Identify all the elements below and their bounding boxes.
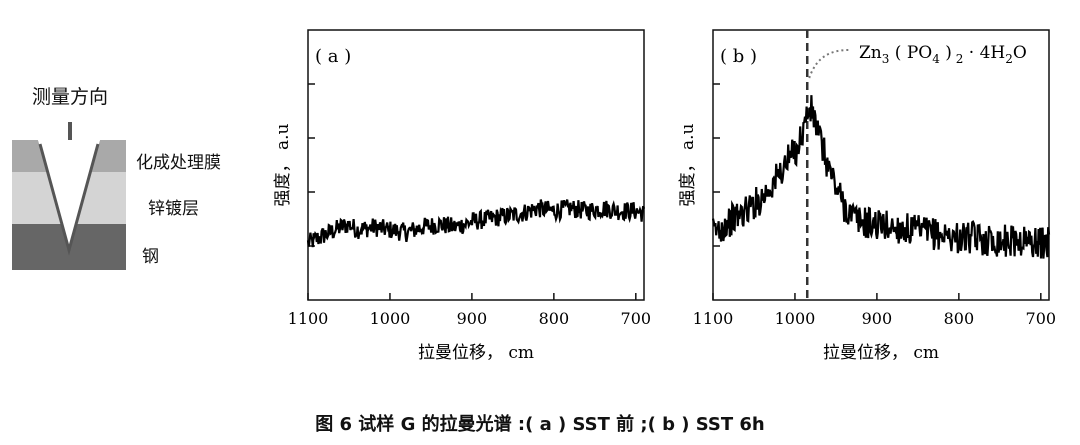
measurement-direction-label: 测量方向 bbox=[32, 86, 109, 108]
plot-frame bbox=[712, 29, 1050, 301]
series-line bbox=[711, 95, 1051, 259]
x-tick-label: 700 bbox=[621, 309, 650, 328]
layer-top bbox=[12, 140, 48, 172]
x-tick-label: 1000 bbox=[775, 309, 816, 328]
plot-frame bbox=[307, 29, 645, 301]
x-tick-label: 900 bbox=[862, 309, 893, 328]
y-axis-label: 强度， a.u bbox=[273, 124, 293, 207]
y-axis-label: 强度， a.u bbox=[678, 124, 698, 207]
chart-a: ( a ) 强度， a.u 拉曼位移， cm 1100 1000 900 800 700 bbox=[273, 29, 650, 363]
x-tick-label: 1000 bbox=[370, 309, 411, 328]
x-axis-label: 拉曼位移， cm bbox=[418, 343, 534, 363]
figure-caption: 图 6 试样 G 的拉曼光谱 :( a ) SST 前 ;( b ) SST 6… bbox=[315, 414, 765, 435]
x-axis-label: 拉曼位移， cm bbox=[823, 343, 939, 363]
x-tick-label: 1100 bbox=[693, 309, 734, 328]
layer-label-zinc: 锌镀层 bbox=[148, 199, 199, 219]
x-tick-label: 800 bbox=[539, 309, 570, 328]
x-tick-label: 900 bbox=[457, 309, 488, 328]
series-line bbox=[306, 199, 646, 248]
layer-label-steel: 钢 bbox=[142, 247, 159, 267]
x-tick-label: 800 bbox=[944, 309, 975, 328]
schematic: 测量方向 化成处理膜 锌镀层 钢 bbox=[0, 70, 270, 280]
layer-label-conversion-film: 化成处理膜 bbox=[136, 153, 221, 173]
layer-diagram bbox=[12, 122, 126, 270]
x-tick-label: 1100 bbox=[288, 309, 329, 328]
annotation-leader bbox=[808, 49, 850, 79]
x-tick-label: 700 bbox=[1026, 309, 1055, 328]
annotation-label: Zn3 ( PO4 ) 2 · 4H2O bbox=[859, 43, 1027, 66]
panel-label: ( a ) bbox=[315, 46, 351, 67]
panel-label: ( b ) bbox=[720, 46, 757, 67]
chart-b: ( b ) 强度， a.u 拉曼位移， cm 1100 1000 900 800 700… bbox=[678, 29, 1055, 363]
